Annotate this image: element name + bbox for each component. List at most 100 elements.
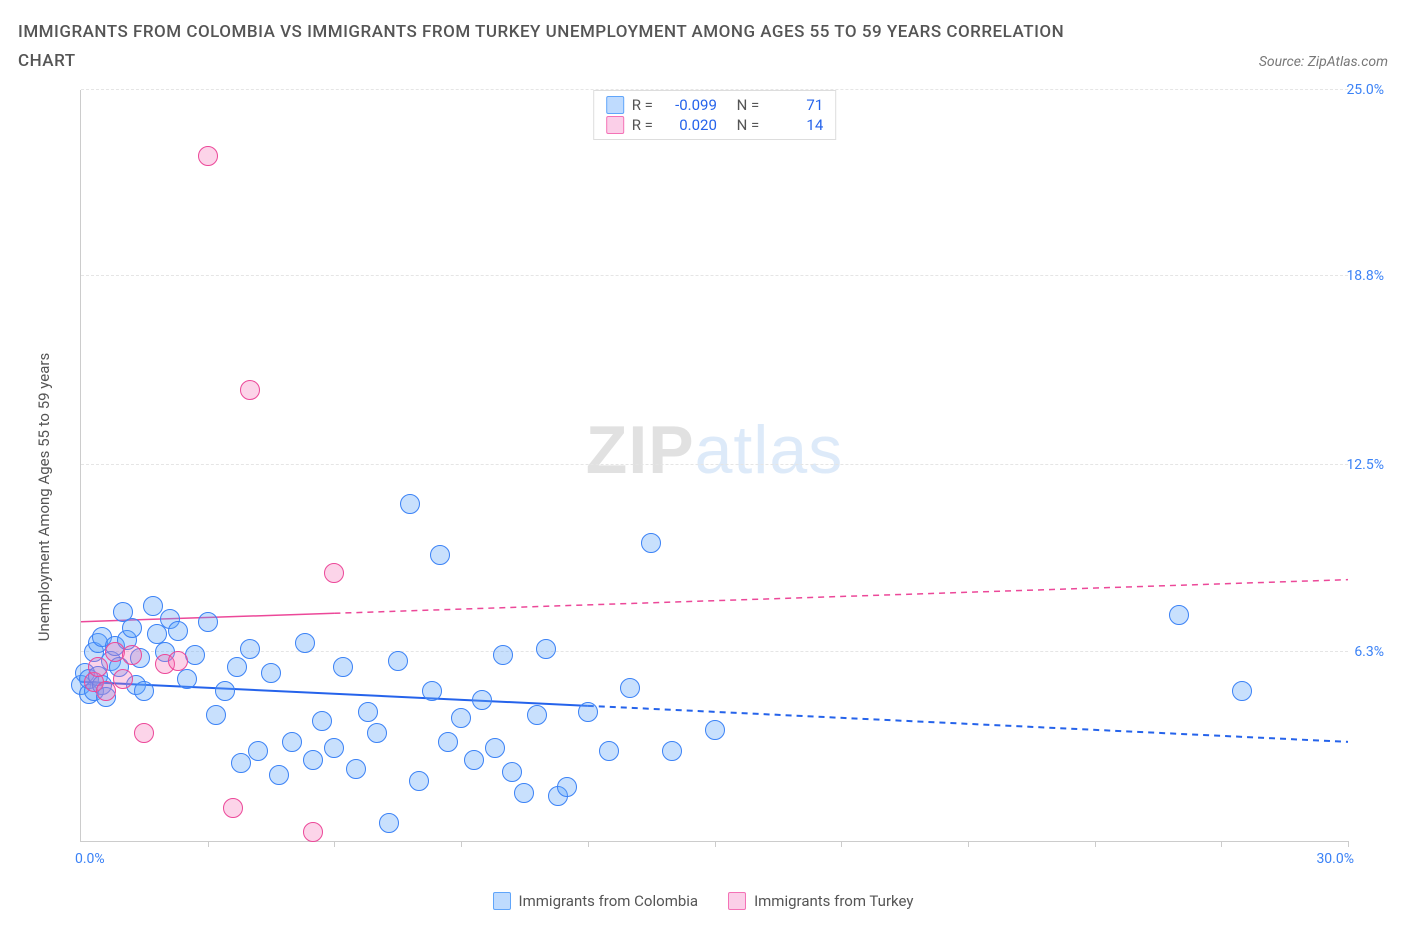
legend-item-turkey: Immigrants from Turkey bbox=[728, 892, 913, 910]
swatch-turkey bbox=[606, 116, 624, 134]
data-point-colombia bbox=[269, 765, 289, 785]
x-tick bbox=[841, 841, 842, 847]
chart-header: IMMIGRANTS FROM COLOMBIA VS IMMIGRANTS F… bbox=[18, 18, 1388, 76]
data-point-colombia bbox=[451, 708, 471, 728]
y-axis-title: Unemployment Among Ages 55 to 59 years bbox=[35, 353, 53, 641]
data-point-colombia bbox=[295, 633, 315, 653]
chart-title-line2: CHART bbox=[18, 51, 76, 71]
data-point-colombia bbox=[409, 771, 429, 791]
r-label: R = bbox=[632, 116, 653, 134]
gridline bbox=[81, 464, 1348, 465]
trend-line-colombia bbox=[81, 682, 588, 706]
source-prefix: Source: bbox=[1259, 54, 1308, 70]
x-tick bbox=[208, 841, 209, 847]
gridline bbox=[81, 651, 1348, 652]
x-tick-label: 0.0% bbox=[75, 851, 105, 867]
data-point-turkey bbox=[96, 681, 116, 701]
data-point-colombia bbox=[485, 738, 505, 758]
data-point-turkey bbox=[223, 798, 243, 818]
plot-area: ZIPatlas R = -0.099 N = 71 R = 0.020 N =… bbox=[80, 90, 1348, 842]
x-tick bbox=[1348, 841, 1349, 847]
data-point-colombia bbox=[168, 621, 188, 641]
data-point-colombia bbox=[1232, 681, 1252, 701]
legend-label-colombia: Immigrants from Colombia bbox=[519, 892, 699, 910]
data-point-colombia bbox=[134, 681, 154, 701]
r-label: R = bbox=[632, 96, 653, 114]
data-point-turkey bbox=[324, 563, 344, 583]
data-point-turkey bbox=[168, 651, 188, 671]
data-point-colombia bbox=[536, 639, 556, 659]
data-point-colombia bbox=[379, 813, 399, 833]
data-point-colombia bbox=[346, 759, 366, 779]
swatch-colombia bbox=[493, 892, 511, 910]
x-tick bbox=[968, 841, 969, 847]
data-point-colombia bbox=[557, 777, 577, 797]
data-point-colombia bbox=[438, 732, 458, 752]
data-point-colombia bbox=[472, 690, 492, 710]
source-name: ZipAtlas.com bbox=[1308, 54, 1388, 70]
n-value-colombia: 71 bbox=[767, 96, 823, 114]
data-point-colombia bbox=[240, 639, 260, 659]
data-point-turkey bbox=[134, 723, 154, 743]
x-tick bbox=[1095, 841, 1096, 847]
x-tick-label: 30.0% bbox=[1316, 851, 1354, 867]
data-point-turkey bbox=[113, 669, 133, 689]
data-point-colombia bbox=[662, 741, 682, 761]
series-legend: Immigrants from Colombia Immigrants from… bbox=[18, 892, 1388, 910]
data-point-colombia bbox=[261, 663, 281, 683]
data-point-colombia bbox=[231, 753, 251, 773]
n-label: N = bbox=[737, 96, 760, 114]
data-point-colombia bbox=[177, 669, 197, 689]
x-tick bbox=[1221, 841, 1222, 847]
y-tick-label: 25.0% bbox=[1346, 82, 1384, 98]
data-point-turkey bbox=[122, 645, 142, 665]
data-point-colombia bbox=[312, 711, 332, 731]
data-point-turkey bbox=[240, 380, 260, 400]
data-point-turkey bbox=[88, 657, 108, 677]
data-point-colombia bbox=[705, 720, 725, 740]
data-point-colombia bbox=[388, 651, 408, 671]
chart-container: Unemployment Among Ages 55 to 59 years Z… bbox=[18, 82, 1388, 912]
data-point-colombia bbox=[333, 657, 353, 677]
y-tick-label: 12.5% bbox=[1346, 457, 1384, 473]
chart-title-line1: IMMIGRANTS FROM COLOMBIA VS IMMIGRANTS F… bbox=[18, 22, 1064, 42]
trend-line-colombia bbox=[588, 706, 1348, 742]
data-point-colombia bbox=[430, 545, 450, 565]
data-point-colombia bbox=[1169, 605, 1189, 625]
y-tick-label: 18.8% bbox=[1346, 268, 1384, 284]
legend-label-turkey: Immigrants from Turkey bbox=[754, 892, 913, 910]
data-point-colombia bbox=[206, 705, 226, 725]
n-label: N = bbox=[737, 116, 760, 134]
r-value-colombia: -0.099 bbox=[661, 96, 717, 114]
r-value-turkey: 0.020 bbox=[661, 116, 717, 134]
y-tick-label: 6.3% bbox=[1354, 644, 1384, 660]
x-tick bbox=[588, 841, 589, 847]
data-point-colombia bbox=[578, 702, 598, 722]
data-point-colombia bbox=[620, 678, 640, 698]
x-tick bbox=[334, 841, 335, 847]
stats-legend-row-turkey: R = 0.020 N = 14 bbox=[606, 115, 824, 135]
data-point-colombia bbox=[599, 741, 619, 761]
data-point-colombia bbox=[493, 645, 513, 665]
data-point-colombia bbox=[282, 732, 302, 752]
data-point-colombia bbox=[227, 657, 247, 677]
legend-item-colombia: Immigrants from Colombia bbox=[493, 892, 699, 910]
x-tick bbox=[715, 841, 716, 847]
data-point-colombia bbox=[303, 750, 323, 770]
data-point-colombia bbox=[248, 741, 268, 761]
data-point-colombia bbox=[122, 618, 142, 638]
data-point-colombia bbox=[464, 750, 484, 770]
data-point-colombia bbox=[502, 762, 522, 782]
data-point-colombia bbox=[198, 612, 218, 632]
source-attribution: Source: ZipAtlas.com bbox=[1259, 54, 1388, 76]
gridline bbox=[81, 275, 1348, 276]
swatch-turkey bbox=[728, 892, 746, 910]
data-point-colombia bbox=[527, 705, 547, 725]
trend-line-turkey bbox=[334, 579, 1348, 613]
data-point-colombia bbox=[400, 494, 420, 514]
data-point-colombia bbox=[422, 681, 442, 701]
data-point-colombia bbox=[367, 723, 387, 743]
stats-legend-row-colombia: R = -0.099 N = 71 bbox=[606, 95, 824, 115]
chart-title: IMMIGRANTS FROM COLOMBIA VS IMMIGRANTS F… bbox=[18, 18, 1064, 76]
data-point-colombia bbox=[358, 702, 378, 722]
